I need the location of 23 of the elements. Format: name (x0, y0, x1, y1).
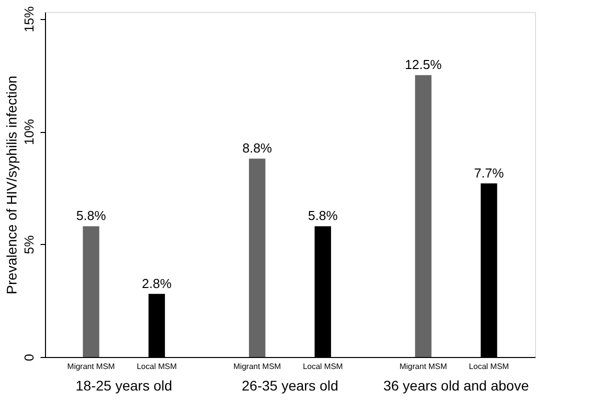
data-label: 7.7% (474, 165, 504, 180)
x-tick-label: 26-35 years old (242, 378, 338, 394)
bar (415, 75, 432, 357)
text: Local MSM (302, 362, 343, 371)
y-tick-label: 0 (22, 354, 36, 362)
y-tick-label: 15% (22, 6, 36, 32)
text: Local MSM (468, 362, 509, 371)
y-tick-label: 5% (22, 234, 36, 254)
data-label: 8.8% (242, 140, 272, 156)
bar (248, 158, 266, 357)
series-label: Migrant MSM (67, 362, 116, 371)
data-label: 5.8% (76, 208, 106, 224)
bar (82, 226, 100, 357)
data-label: 5.8% (308, 208, 338, 224)
y-axis-title: Prevalence of HIV/syphilis infection (4, 76, 20, 294)
data-label: 12.5% (404, 57, 442, 72)
y-tick-label: 10% (22, 118, 36, 146)
text: Migrant MSM (233, 362, 281, 371)
x-tick-label: 36 years old and above (383, 378, 530, 394)
x-tick-label: 18-25 years old (76, 378, 172, 394)
series-label: Local MSM (136, 362, 178, 371)
data-label: 2.8% (142, 276, 172, 291)
text: Migrant MSM (399, 362, 448, 371)
